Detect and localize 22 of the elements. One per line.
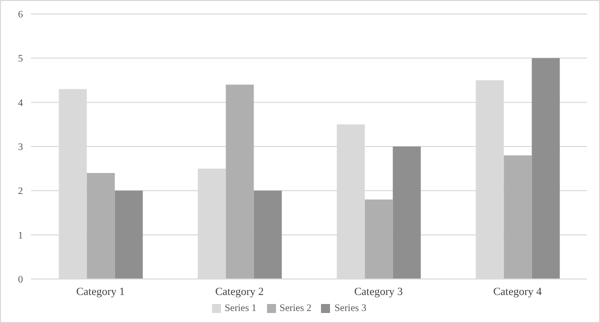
bar	[364, 200, 393, 279]
x-tick-label: Category 3	[354, 286, 404, 298]
x-tick-label: Category 1	[76, 286, 125, 298]
y-tick-label: 0	[18, 274, 23, 286]
x-tick-label: Category 4	[493, 286, 542, 298]
x-tick-label: Category 2	[215, 286, 264, 298]
legend-label: Series 1	[224, 303, 257, 314]
y-tick-label: 1	[18, 230, 23, 242]
legend-label: Series 3	[334, 303, 366, 314]
y-tick-label: 4	[18, 98, 23, 109]
bar	[254, 190, 282, 279]
bar	[392, 146, 421, 279]
y-tick-label: 5	[18, 54, 23, 65]
y-tick-label: 6	[18, 10, 23, 21]
y-tick-label: 2	[18, 186, 23, 198]
bar	[504, 155, 532, 279]
bar	[86, 173, 115, 279]
bar	[226, 84, 254, 279]
legend-label: Series 2	[280, 303, 312, 314]
bar	[114, 190, 143, 279]
y-tick-label: 3	[18, 142, 23, 154]
bar	[532, 58, 560, 279]
